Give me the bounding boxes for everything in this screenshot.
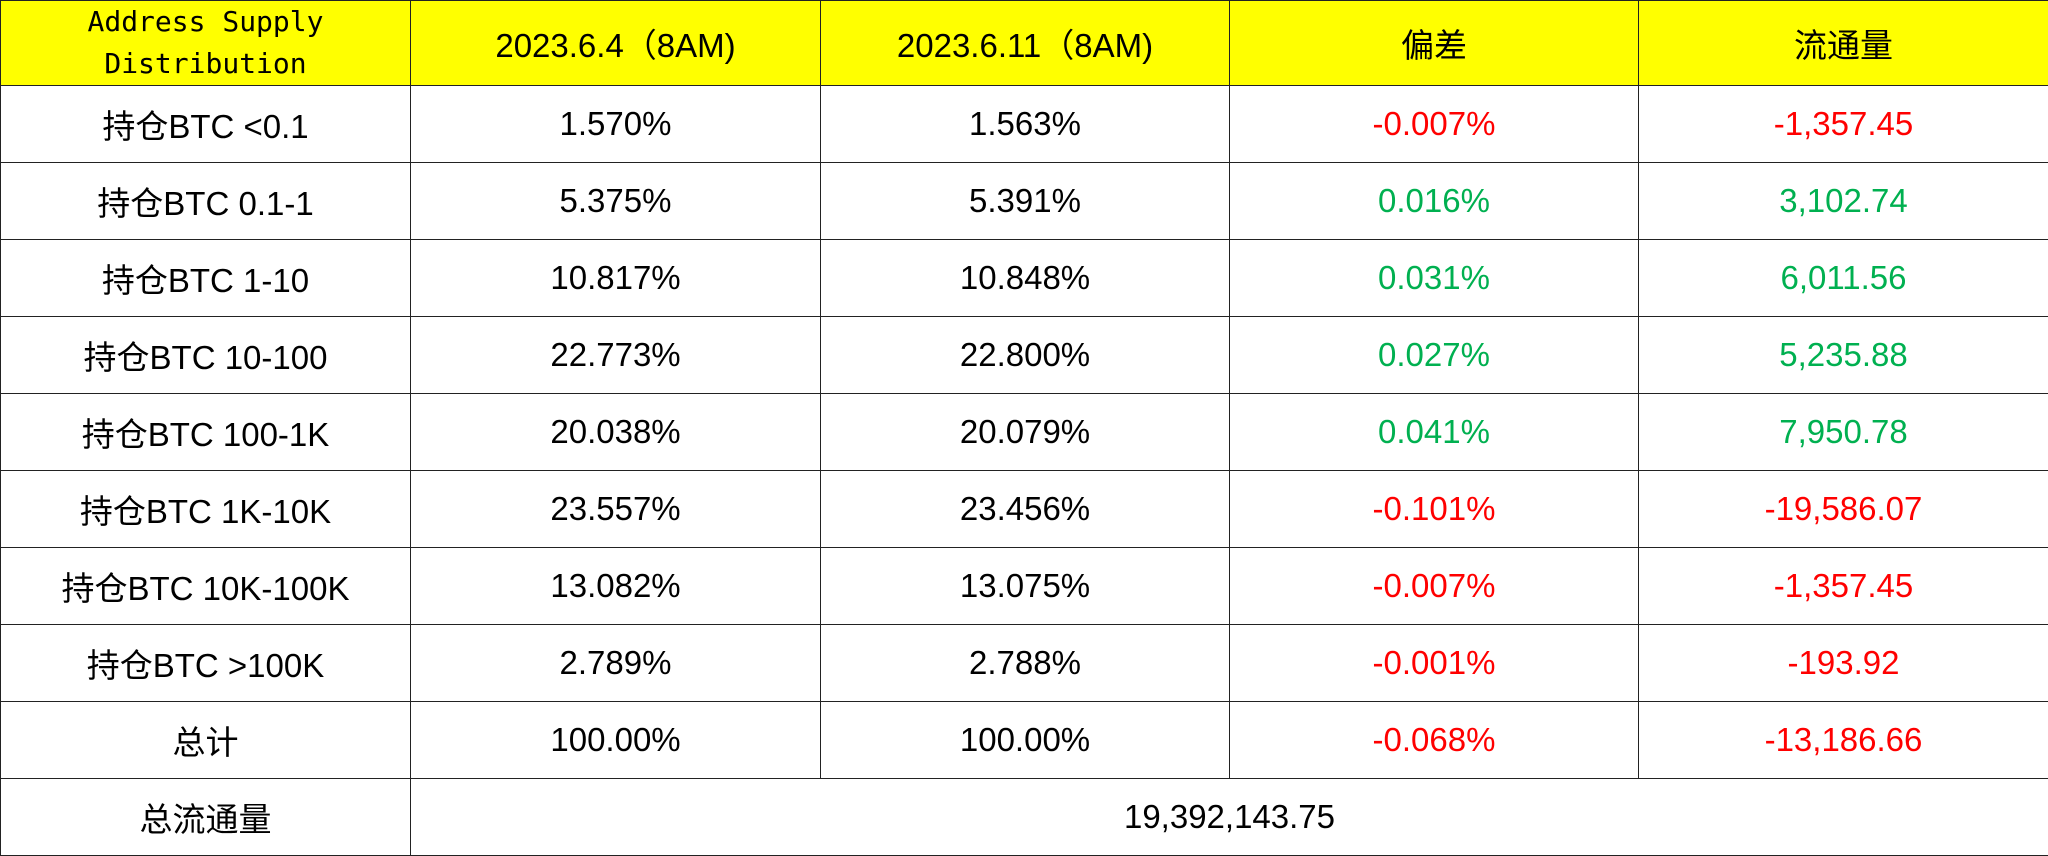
total-label: 总计 — [1, 702, 411, 779]
row-deviation: -0.001% — [1230, 625, 1639, 702]
header-label-line1: Address Supply — [1, 1, 410, 43]
row-deviation: -0.007% — [1230, 86, 1639, 163]
header-date-2: 2023.6.11（8AM) — [821, 1, 1230, 86]
total-supply-value: 19,392,143.75 — [411, 779, 2048, 856]
row-value-date1: 5.375% — [411, 163, 821, 240]
row-label: 持仓BTC 10-100 — [1, 317, 411, 394]
row-deviation: 0.031% — [1230, 240, 1639, 317]
table-row: 持仓BTC 100-1K 20.038% 20.079% 0.041% 7,95… — [1, 394, 2048, 471]
table-row: 持仓BTC <0.1 1.570% 1.563% -0.007% -1,357.… — [1, 86, 2048, 163]
row-label: 持仓BTC 100-1K — [1, 394, 411, 471]
row-value-date1: 23.557% — [411, 471, 821, 548]
table-row: 持仓BTC 1-10 10.817% 10.848% 0.031% 6,011.… — [1, 240, 2048, 317]
row-value-date2: 2.788% — [821, 625, 1230, 702]
total-row: 总计 100.00% 100.00% -0.068% -13,186.66 — [1, 702, 2048, 779]
row-circulation: -1,357.45 — [1639, 86, 2048, 163]
header-deviation: 偏差 — [1230, 1, 1639, 86]
row-value-date1: 13.082% — [411, 548, 821, 625]
header-circulation: 流通量 — [1639, 1, 2048, 86]
table-row: 持仓BTC 0.1-1 5.375% 5.391% 0.016% 3,102.7… — [1, 163, 2048, 240]
row-circulation: -193.92 — [1639, 625, 2048, 702]
total-value-date1: 100.00% — [411, 702, 821, 779]
header-address-supply-distribution: Address Supply Distribution — [1, 1, 411, 86]
row-value-date2: 5.391% — [821, 163, 1230, 240]
total-circulation: -13,186.66 — [1639, 702, 2048, 779]
row-value-date2: 23.456% — [821, 471, 1230, 548]
row-label: 持仓BTC <0.1 — [1, 86, 411, 163]
total-value-date2: 100.00% — [821, 702, 1230, 779]
row-circulation: 5,235.88 — [1639, 317, 2048, 394]
row-deviation: 0.041% — [1230, 394, 1639, 471]
table-row: 持仓BTC 10K-100K 13.082% 13.075% -0.007% -… — [1, 548, 2048, 625]
row-label: 持仓BTC 10K-100K — [1, 548, 411, 625]
row-value-date2: 10.848% — [821, 240, 1230, 317]
row-label: 持仓BTC 1K-10K — [1, 471, 411, 548]
row-value-date1: 20.038% — [411, 394, 821, 471]
row-value-date2: 22.800% — [821, 317, 1230, 394]
header-row: Address Supply Distribution 2023.6.4（8AM… — [1, 1, 2048, 86]
table-row: 持仓BTC >100K 2.789% 2.788% -0.001% -193.9… — [1, 625, 2048, 702]
row-value-date1: 2.789% — [411, 625, 821, 702]
row-value-date1: 10.817% — [411, 240, 821, 317]
row-label: 持仓BTC >100K — [1, 625, 411, 702]
row-deviation: 0.027% — [1230, 317, 1639, 394]
table-row: 持仓BTC 1K-10K 23.557% 23.456% -0.101% -19… — [1, 471, 2048, 548]
total-supply-row: 总流通量 19,392,143.75 — [1, 779, 2048, 856]
row-circulation: -19,586.07 — [1639, 471, 2048, 548]
row-circulation: 7,950.78 — [1639, 394, 2048, 471]
row-value-date2: 1.563% — [821, 86, 1230, 163]
row-deviation: 0.016% — [1230, 163, 1639, 240]
row-circulation: 3,102.74 — [1639, 163, 2048, 240]
row-value-date1: 22.773% — [411, 317, 821, 394]
row-value-date2: 20.079% — [821, 394, 1230, 471]
header-date-1: 2023.6.4（8AM) — [411, 1, 821, 86]
row-label: 持仓BTC 0.1-1 — [1, 163, 411, 240]
total-deviation: -0.068% — [1230, 702, 1639, 779]
header-label-line2: Distribution — [1, 43, 410, 85]
row-circulation: -1,357.45 — [1639, 548, 2048, 625]
total-supply-label: 总流通量 — [1, 779, 411, 856]
row-value-date1: 1.570% — [411, 86, 821, 163]
row-value-date2: 13.075% — [821, 548, 1230, 625]
row-deviation: -0.101% — [1230, 471, 1639, 548]
row-label: 持仓BTC 1-10 — [1, 240, 411, 317]
row-circulation: 6,011.56 — [1639, 240, 2048, 317]
row-deviation: -0.007% — [1230, 548, 1639, 625]
table-row: 持仓BTC 10-100 22.773% 22.800% 0.027% 5,23… — [1, 317, 2048, 394]
